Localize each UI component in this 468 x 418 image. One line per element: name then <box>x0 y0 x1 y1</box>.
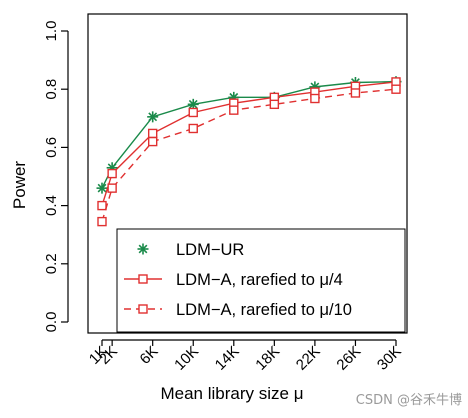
y-tick-label: 0.2 <box>43 253 60 274</box>
legend-label: LDM−A, rarefied to μ/4 <box>176 271 343 289</box>
x-tick-label: 10K <box>171 343 202 374</box>
legend-label: LDM−UR <box>176 241 244 259</box>
data-point <box>96 182 108 194</box>
x-tick-label: 14K <box>212 343 243 374</box>
y-axis-title: Power <box>10 161 29 210</box>
legend-marker <box>138 274 148 284</box>
x-axis-title: Mean library size μ <box>160 384 303 403</box>
data-point <box>229 105 239 115</box>
y-tick-label: 0.6 <box>43 137 60 158</box>
y-tick-label: 1.0 <box>43 21 60 42</box>
marker-stroke <box>138 244 148 254</box>
data-point <box>391 84 401 94</box>
data-point <box>350 88 361 98</box>
data-point <box>188 107 198 118</box>
y-tick-label: 0.4 <box>43 195 60 216</box>
data-point <box>147 111 159 123</box>
data-point <box>147 128 158 139</box>
legend: LDM−UR LDM−A, rarefied to μ/4 LDM−A, raref… <box>116 228 406 333</box>
series-layer <box>96 76 402 227</box>
data-point <box>107 183 117 193</box>
data-point <box>97 200 107 211</box>
legend-marker <box>138 304 148 314</box>
series-3 <box>97 84 401 227</box>
marker-stroke <box>188 99 198 109</box>
x-tick-label: 6K <box>137 343 162 368</box>
series-line <box>101 81 397 206</box>
series-2 <box>97 77 401 211</box>
data-point <box>187 98 199 110</box>
data-point <box>147 136 158 147</box>
y-tick-label: 0.0 <box>43 312 60 333</box>
marker-stroke <box>97 183 107 193</box>
legend-marker <box>137 243 149 255</box>
legend-label: LDM−A, rarefied to μ/10 <box>176 301 352 319</box>
y-axis: 0.0 0.2 0.4 0.6 0.8 1.0 <box>43 21 69 333</box>
y-tick-label: 0.8 <box>43 79 60 100</box>
data-point <box>310 93 320 104</box>
data-point <box>269 99 280 110</box>
legend-box <box>116 228 406 333</box>
x-tick-label: 22K <box>293 343 324 374</box>
data-point <box>97 216 107 227</box>
watermark: CSDN @谷禾牛博 <box>356 393 462 408</box>
data-point <box>188 123 198 134</box>
marker-stroke <box>148 112 158 122</box>
x-tick-label: 30K <box>374 343 405 374</box>
plot-frame <box>87 13 408 334</box>
x-tick-label: 26K <box>333 343 364 374</box>
x-tick-label: 18K <box>252 343 283 374</box>
data-point <box>107 168 117 179</box>
series-line <box>101 88 397 222</box>
